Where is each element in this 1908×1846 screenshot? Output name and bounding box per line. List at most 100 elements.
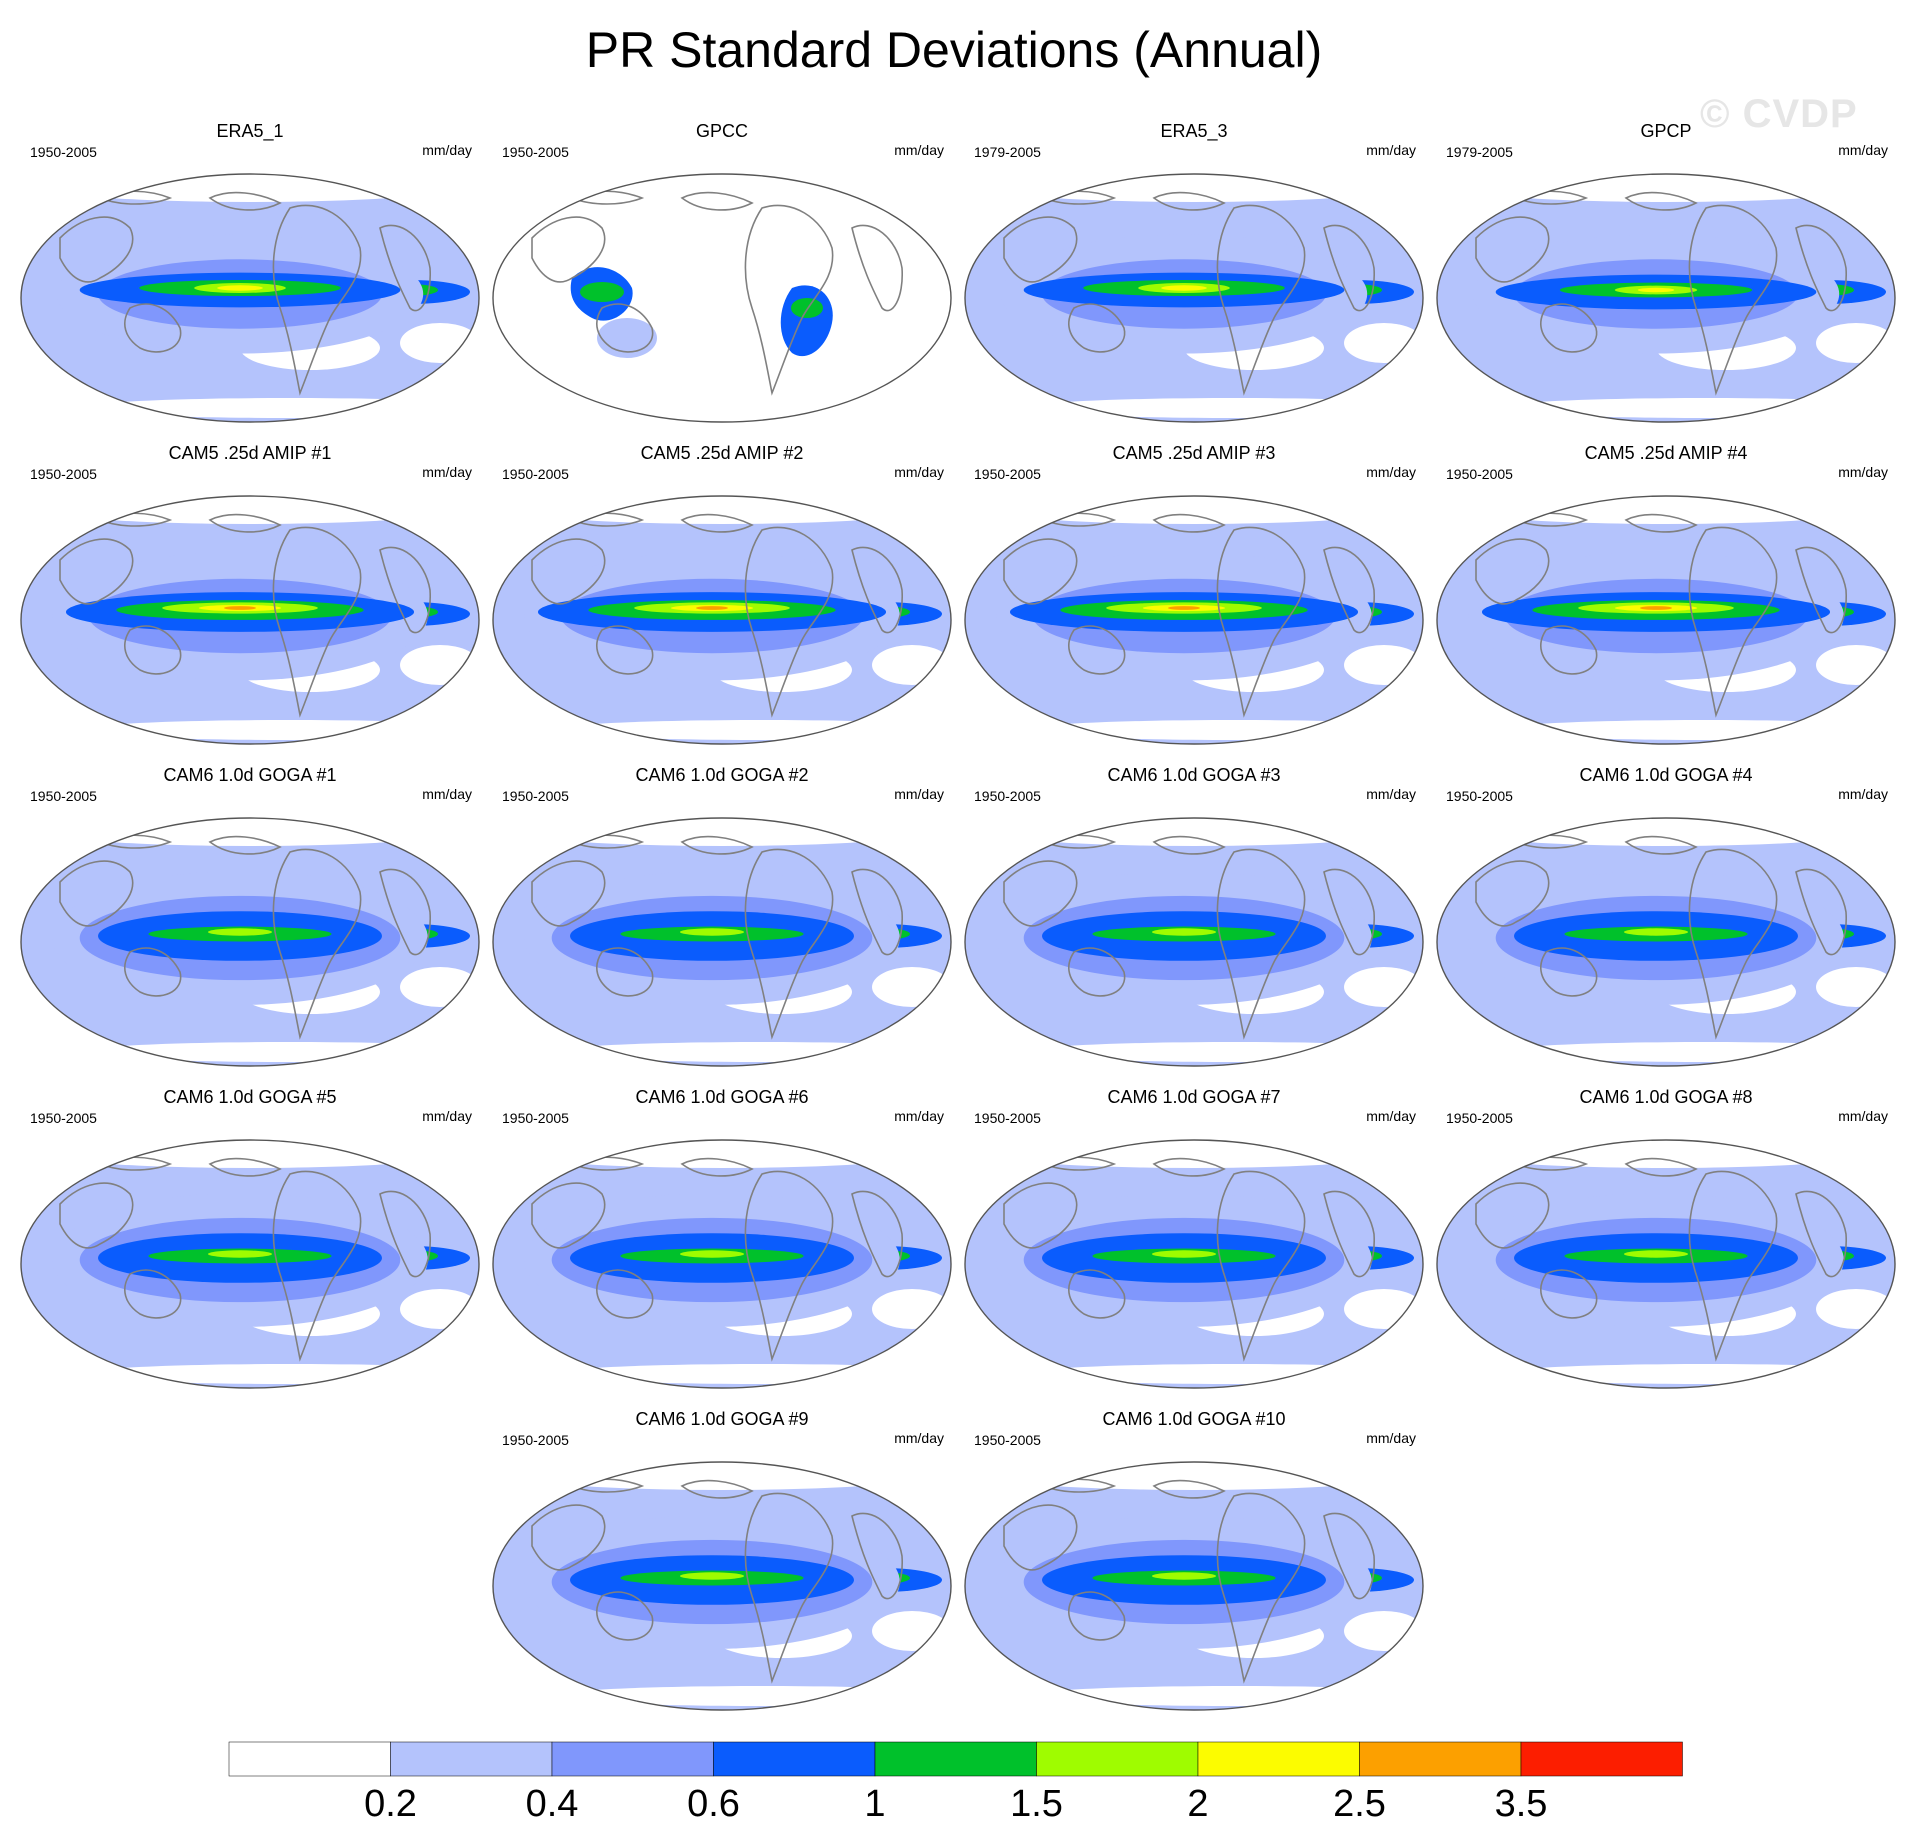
panel-title: CAM6 1.0d GOGA #4: [1579, 765, 1753, 785]
map-outline: [1436, 173, 1896, 423]
coastline: [851, 546, 903, 634]
dry-zone-patch: [1816, 323, 1895, 363]
precip-band: [1637, 287, 1675, 293]
map-panel: CAM6 1.0d GOGA #6 1950-2005 mm/day: [486, 1084, 958, 1394]
map-svg: [964, 1461, 1424, 1711]
dry-zone-patch: [50, 174, 450, 202]
panel-units: mm/day: [422, 1108, 472, 1124]
coastline: [124, 625, 182, 675]
coastline: [1688, 848, 1778, 1040]
map-svg: [492, 173, 952, 423]
panel-period: 1950-2005: [1446, 1110, 1513, 1126]
panel-title: GPCC: [695, 121, 748, 141]
coastline: [1216, 204, 1306, 396]
panel-period: 1950-2005: [30, 466, 97, 482]
coastline: [1475, 216, 1550, 283]
precip-band: [1167, 606, 1201, 610]
dry-zone-patch: [400, 967, 479, 1007]
coastline: [1624, 513, 1698, 533]
figure-title: PR Standard Deviations (Annual): [585, 22, 1323, 78]
precip-band: [1151, 1572, 1217, 1580]
dry-zone-patch: [552, 1364, 951, 1384]
coastline: [1624, 191, 1698, 211]
precip-band: [207, 1250, 273, 1258]
map-svg: [964, 495, 1424, 745]
map-panel: CAM6 1.0d GOGA #1 1950-2005 mm/day: [14, 762, 486, 1072]
coastline: [272, 526, 362, 718]
dry-zone-patch: [1344, 1611, 1423, 1651]
map-panel: CAM6 1.0d GOGA #3 1950-2005 mm/day: [958, 762, 1430, 1072]
precip-band: [223, 606, 257, 610]
colorbar-tick-label: 0.6: [687, 1783, 740, 1825]
map-outline: [492, 495, 952, 745]
coastline: [1540, 1269, 1598, 1319]
dry-zone-patch: [872, 1289, 951, 1329]
land-precip-patch: [791, 298, 823, 318]
panel-title: CAM6 1.0d GOGA #3: [1107, 765, 1281, 785]
coastline: [272, 1170, 362, 1362]
colorbar-tick-label: 2.5: [1333, 1783, 1386, 1825]
map-outline: [492, 1461, 952, 1711]
coastline: [1068, 947, 1126, 997]
coastline: [1068, 303, 1126, 353]
coastline: [1475, 1182, 1550, 1249]
map-panel: CAM5 .25d AMIP #4 1950-2005 mm/day: [1430, 440, 1902, 750]
coastline: [59, 860, 134, 927]
map-outline: [20, 1139, 480, 1389]
panel-period: 1950-2005: [974, 1110, 1041, 1126]
precip-band: [1623, 1250, 1689, 1258]
coastline: [680, 1479, 754, 1499]
coastline: [1323, 868, 1375, 956]
map-panel: CAM6 1.0d GOGA #5 1950-2005 mm/day: [14, 1084, 486, 1394]
map-svg: [492, 1139, 952, 1389]
coastline: [596, 1591, 654, 1641]
coastline: [379, 868, 431, 956]
dry-zone-patch: [872, 1611, 951, 1651]
panel-period: 1950-2005: [502, 144, 569, 160]
dry-zone-patch: [80, 1042, 479, 1062]
colorbar-box: [228, 1741, 391, 1777]
dry-zone-patch: [1466, 496, 1866, 524]
colorbar-tick-label: 1.5: [1010, 1783, 1063, 1825]
dry-zone-patch: [994, 1462, 1394, 1490]
coastline: [208, 835, 282, 855]
dry-zone-patch: [1344, 1289, 1423, 1329]
coastline: [1688, 526, 1778, 718]
coastline: [1152, 1479, 1226, 1499]
colorbar-box: [1520, 1741, 1683, 1777]
dry-zone-patch: [1496, 1042, 1895, 1062]
dry-zone-patch: [522, 1462, 922, 1490]
dry-zone-patch: [400, 645, 479, 685]
panel-title: ERA5_1: [216, 121, 284, 141]
map-panel: CAM6 1.0d GOGA #4 1950-2005 mm/day: [1430, 762, 1902, 1072]
dry-zone-patch: [994, 174, 1394, 202]
precip-band: [679, 1250, 745, 1258]
map-svg: [964, 817, 1424, 1067]
coastline: [1216, 526, 1306, 718]
map-panel: CAM5 .25d AMIP #3 1950-2005 mm/day: [958, 440, 1430, 750]
map-svg: [1436, 495, 1896, 745]
panel-units: mm/day: [894, 1430, 944, 1446]
dry-zone-patch: [1344, 323, 1423, 363]
precip-band: [1151, 928, 1217, 936]
coastline: [1068, 1269, 1126, 1319]
dry-zone-patch: [1816, 1289, 1895, 1329]
map-panel: CAM6 1.0d GOGA #2 1950-2005 mm/day: [486, 762, 958, 1072]
map-outline: [492, 1139, 952, 1389]
dry-zone-patch: [1466, 174, 1866, 202]
coastline: [680, 835, 754, 855]
coastline: [59, 216, 134, 283]
map-svg: [1436, 1139, 1896, 1389]
coastline: [1795, 868, 1847, 956]
dry-zone-patch: [1024, 398, 1423, 418]
panel-period: 1979-2005: [974, 144, 1041, 160]
map-svg: [1436, 173, 1896, 423]
dry-zone-patch: [1496, 1364, 1895, 1384]
coastline: [1540, 303, 1598, 353]
precip-band: [1161, 285, 1207, 291]
coastline: [1540, 625, 1598, 675]
coastline: [1795, 1190, 1847, 1278]
coastline: [1795, 546, 1847, 634]
map-outline: [20, 173, 480, 423]
panel-units: mm/day: [894, 1108, 944, 1124]
